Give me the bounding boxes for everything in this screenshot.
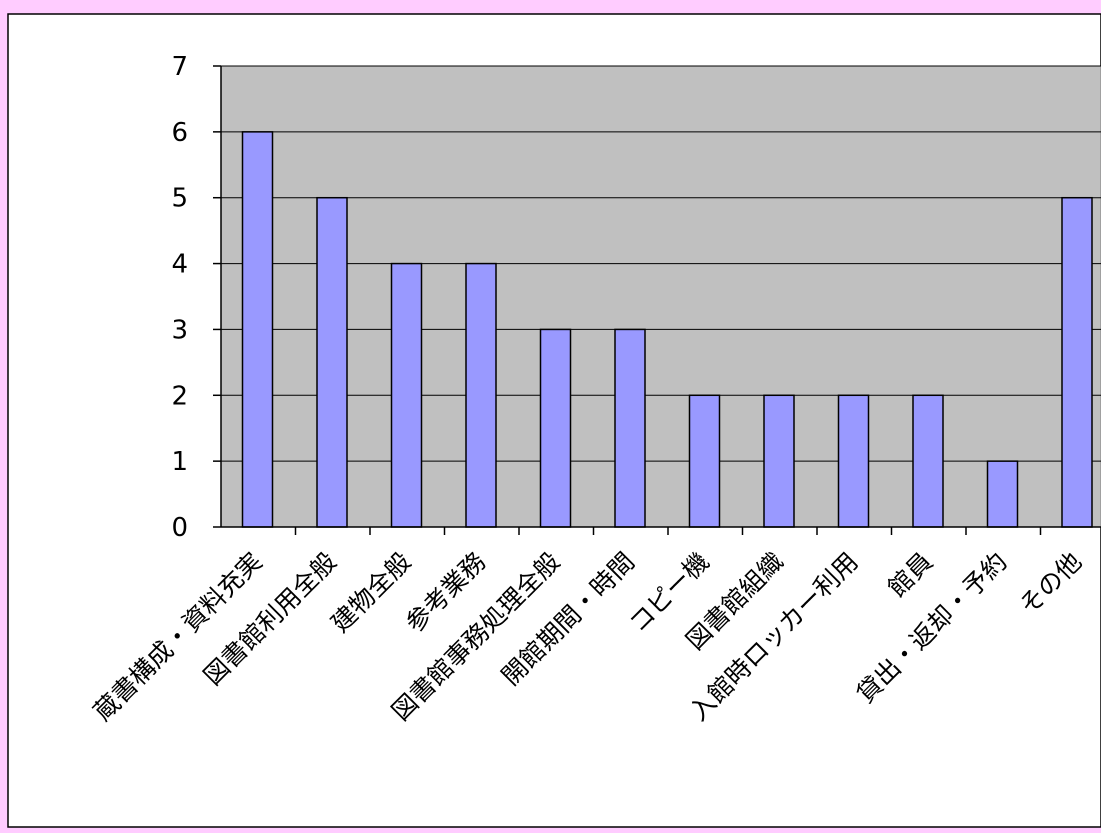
y-tick-label: 6 [171, 118, 188, 148]
y-tick-label: 4 [171, 250, 188, 280]
bar [986, 460, 1019, 528]
y-tick-label: 3 [171, 315, 188, 345]
bar [837, 394, 870, 528]
y-tick-label: 5 [171, 184, 188, 214]
bar [390, 262, 423, 528]
gridlines [221, 65, 1101, 462]
y-axis-tick-labels: 0 1 2 3 4 5 6 7 [171, 52, 221, 543]
bar [688, 394, 721, 528]
y-tick-label: 1 [171, 447, 188, 477]
y-tick-label: 7 [171, 52, 188, 82]
bars [241, 131, 1093, 528]
bar [241, 131, 274, 528]
bar [912, 394, 944, 528]
bar [614, 328, 646, 528]
y-tick-label: 0 [171, 513, 188, 543]
bar [763, 394, 795, 528]
bar [465, 262, 497, 528]
x-axis-ticks [294, 527, 1042, 535]
bar [316, 196, 348, 528]
bar [1061, 196, 1093, 528]
bar [539, 328, 572, 528]
y-tick-label: 2 [171, 381, 188, 411]
plot-area [220, 65, 1101, 528]
